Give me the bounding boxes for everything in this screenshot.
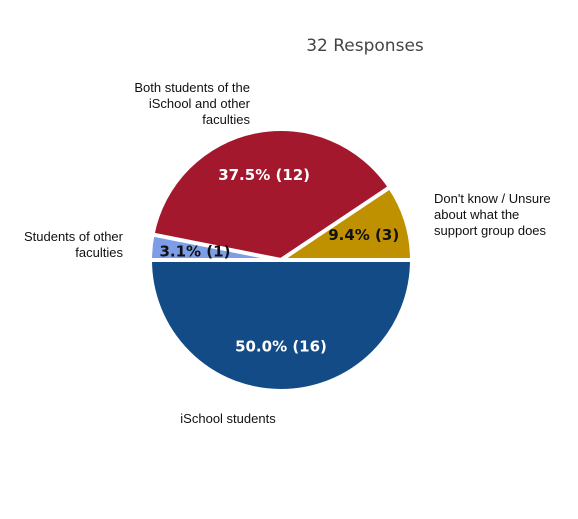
pie-slice-don-t-know-unsure-about-what-the-support-group-does xyxy=(279,185,414,262)
category-label-ischool-students: iSchool students xyxy=(180,411,276,426)
category-label-don-t-know-unsure-about-what-the-support-group-does: Don't know / Unsure about what the support… xyxy=(434,191,551,238)
category-label-students-of-other-faculties: Students of other faculties xyxy=(24,229,124,260)
pie-slice-both-students-of-the-ischool-and-other-faculties xyxy=(150,127,392,262)
slice-value-label: 50.0% (16) xyxy=(235,337,327,355)
pie-slice-labels: 50.0% (16) 3.1% (1) 37.5% (12) 9.4% (3) xyxy=(159,166,399,355)
slice-value-label: 3.1% (1) xyxy=(159,243,230,261)
pie-slices xyxy=(148,127,414,393)
pie-slice-ischool-students xyxy=(148,258,414,393)
slice-value-label: 9.4% (3) xyxy=(328,226,399,244)
pie-category-labels: iSchool students Students of other faculti… xyxy=(24,80,551,426)
category-label-both-students-of-the-ischool-and-other-faculties: Both students of the iSchool and other fac… xyxy=(134,80,250,127)
slice-value-label: 37.5% (12) xyxy=(218,166,310,184)
chart-title: 32 Responses xyxy=(306,36,424,56)
